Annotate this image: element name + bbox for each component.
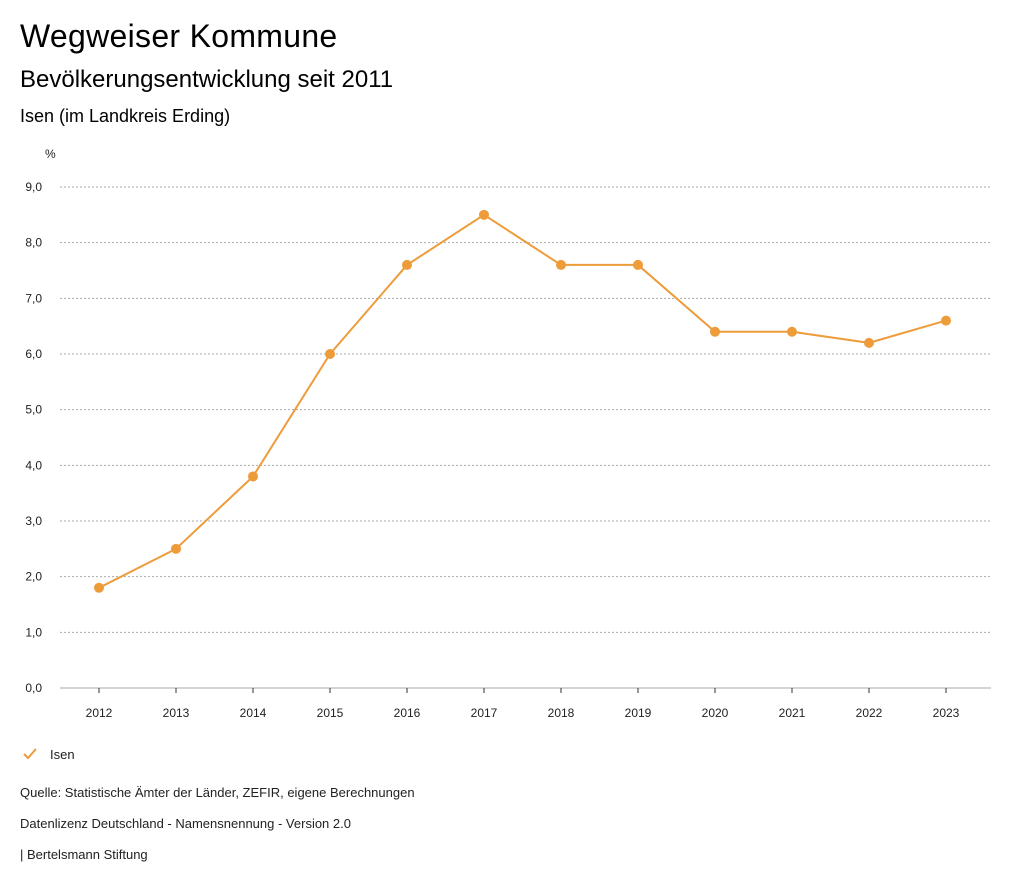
y-tick-label: 5,0 xyxy=(25,403,42,417)
x-tick-label: 2015 xyxy=(317,706,344,720)
legend[interactable]: Isen xyxy=(22,744,75,764)
y-tick-label: 2,0 xyxy=(25,570,42,584)
y-tick-label: 7,0 xyxy=(25,291,42,305)
x-tick-label: 2012 xyxy=(86,706,113,720)
data-point xyxy=(633,259,643,270)
page-title: Wegweiser Kommune xyxy=(20,18,338,54)
y-tick-label: 3,0 xyxy=(25,514,42,528)
publisher-text: | Bertelsmann Stiftung xyxy=(20,847,148,862)
x-tick-label: 2019 xyxy=(625,706,652,720)
source-text: Quelle: Statistische Ämter der Länder, Z… xyxy=(20,785,415,800)
x-tick-label: 2020 xyxy=(702,706,729,720)
x-tick-label: 2016 xyxy=(394,706,421,720)
data-point xyxy=(248,471,258,482)
data-point xyxy=(556,259,566,270)
y-tick-label: 4,0 xyxy=(25,458,42,472)
x-tick-label: 2023 xyxy=(933,706,960,720)
x-tick-label: 2013 xyxy=(163,706,190,720)
y-tick-label: 0,0 xyxy=(25,681,42,695)
line-chart: % 0,0 1,0 2,0 3,0 4,0 5,0 6,0 7,0 8,0 9,0 2012 2013 2… xyxy=(25,147,991,720)
data-point xyxy=(325,349,335,359)
y-axis-label: % xyxy=(45,147,56,161)
data-point xyxy=(402,259,412,270)
x-tick-label: 2021 xyxy=(779,706,806,720)
data-point xyxy=(710,326,720,337)
check-icon xyxy=(23,748,37,760)
x-tick-label: 2017 xyxy=(471,706,498,720)
data-point xyxy=(94,582,104,593)
y-tick-label: 1,0 xyxy=(25,625,42,639)
x-tick-label: 2018 xyxy=(548,706,575,720)
x-tick-label: 2014 xyxy=(240,706,267,720)
data-point xyxy=(171,543,181,554)
y-tick-label: 6,0 xyxy=(25,347,42,361)
region-label: Isen (im Landkreis Erding) xyxy=(20,106,231,126)
data-point xyxy=(479,209,489,220)
license-text: Datenlizenz Deutschland - Namensnennung … xyxy=(20,816,351,831)
data-point xyxy=(787,326,797,337)
data-point xyxy=(941,315,951,326)
y-tick-label: 9,0 xyxy=(25,180,42,194)
legend-label: Isen xyxy=(50,746,75,762)
series-line xyxy=(98,213,947,589)
x-tick-label: 2022 xyxy=(856,706,883,720)
data-point xyxy=(864,337,874,348)
y-tick-label: 8,0 xyxy=(25,236,42,250)
chart-subtitle: Bevölkerungsentwicklung seit 2011 xyxy=(20,66,394,93)
